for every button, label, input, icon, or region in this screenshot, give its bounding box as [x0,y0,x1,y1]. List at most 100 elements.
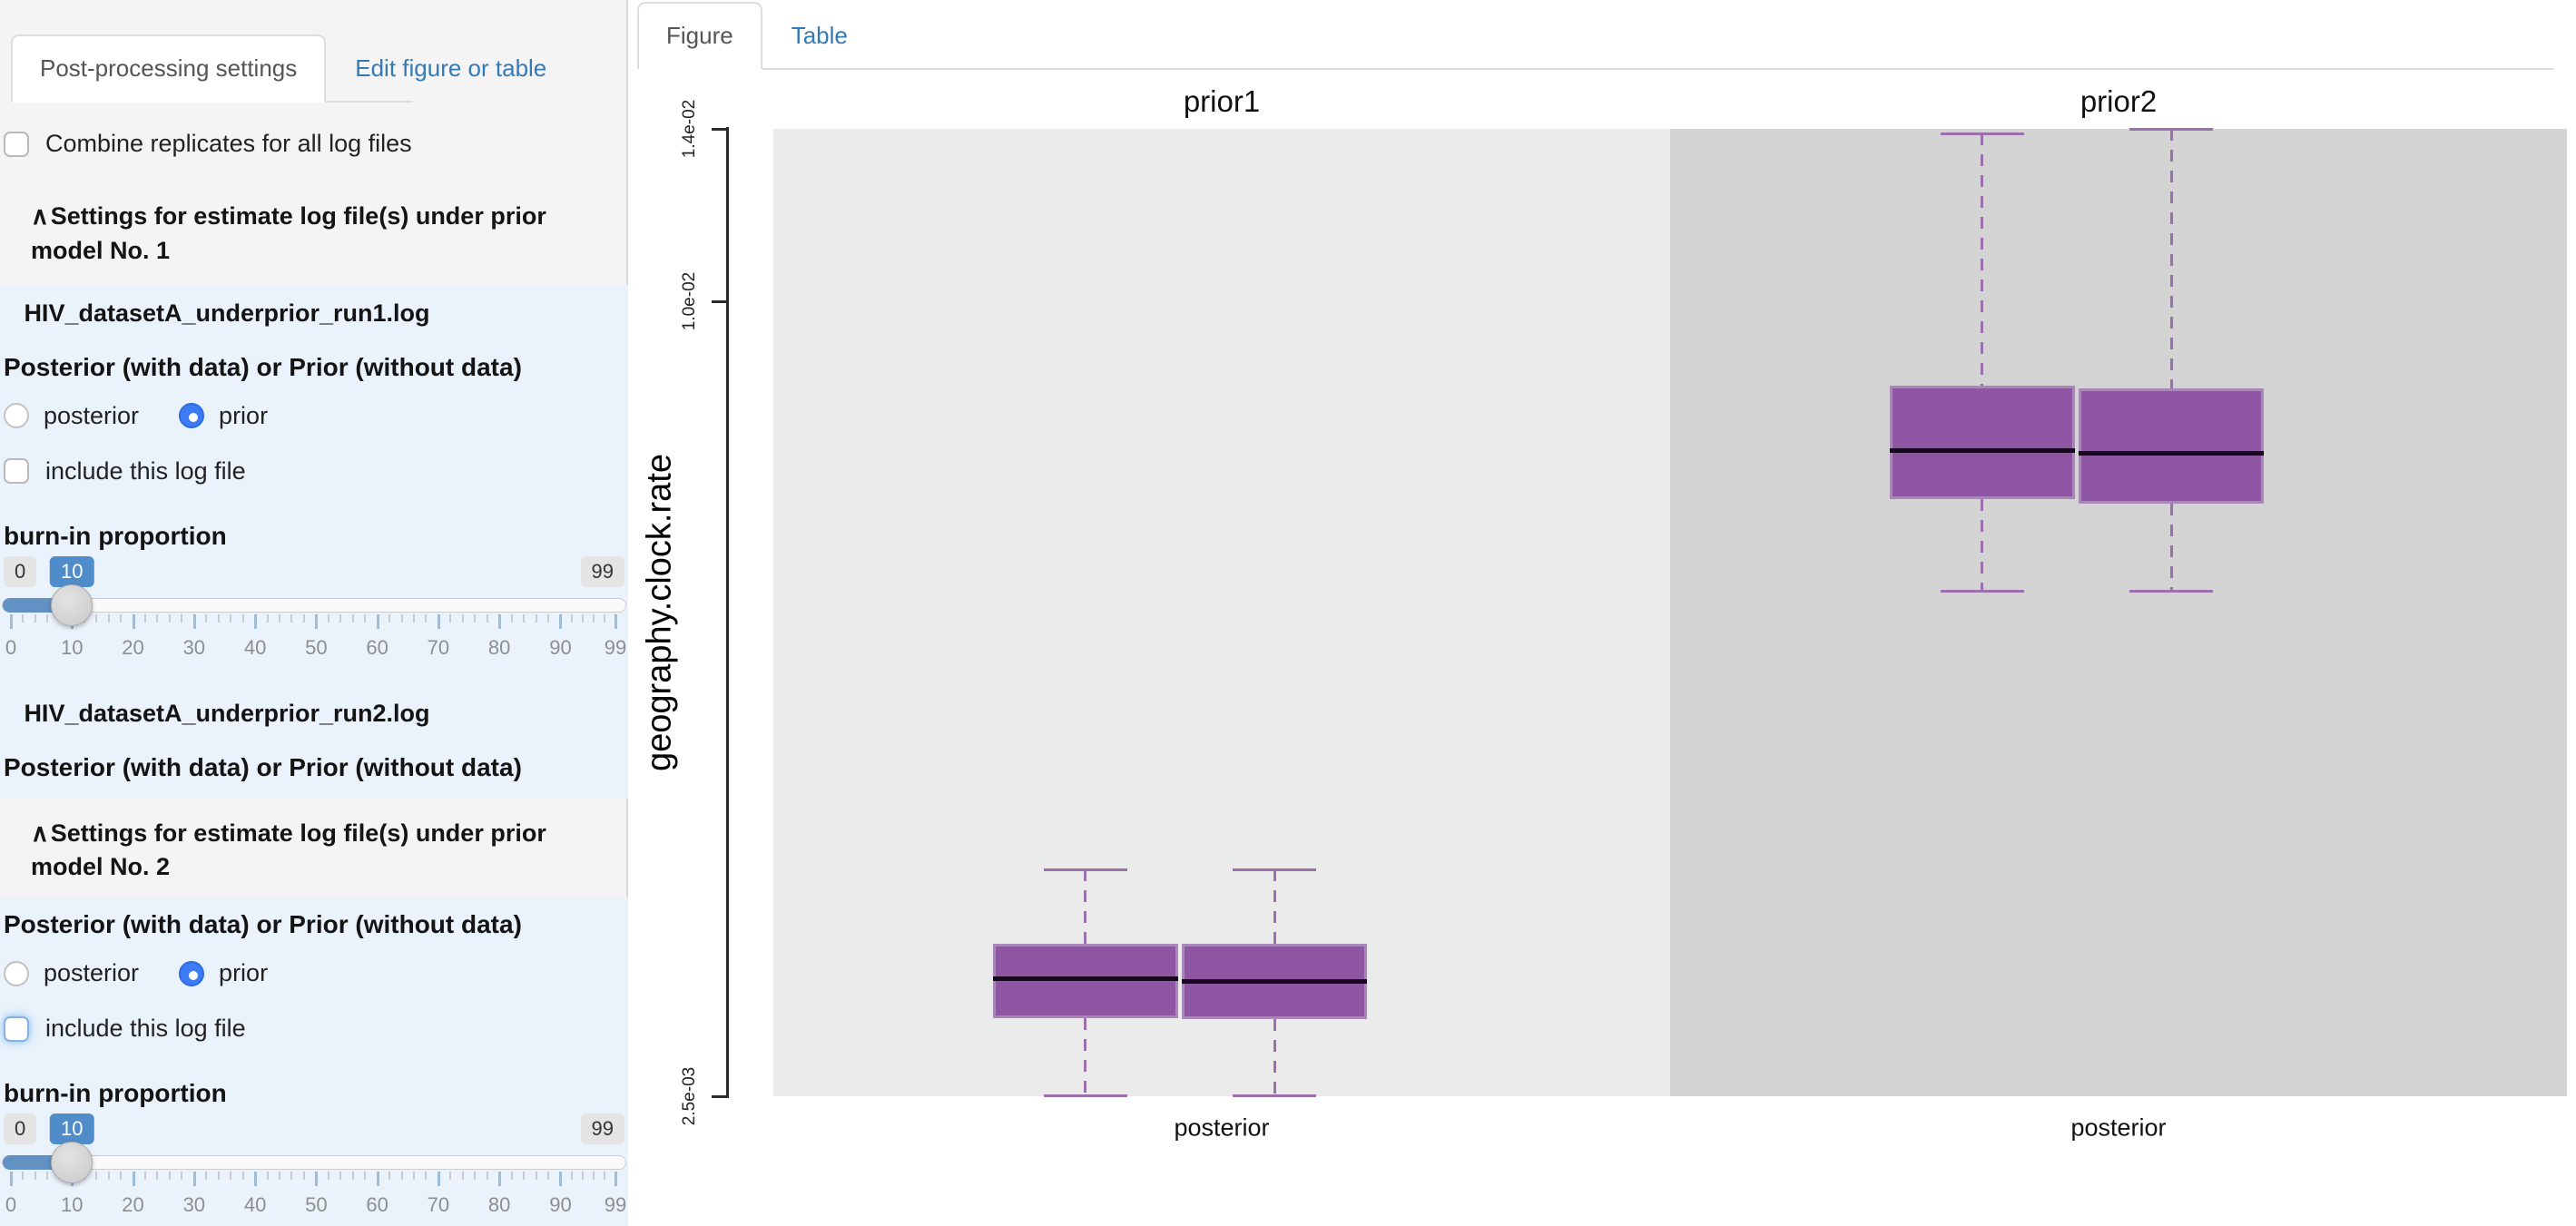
y-axis-tick [712,128,726,131]
section-header-prior-model-1[interactable]: ∧Settings for estimate log file(s) under… [0,200,557,269]
slider-handle[interactable] [51,1142,93,1184]
slider-track[interactable] [2,597,626,613]
slider-minor-tick [449,1172,452,1181]
slider-minor-tick [581,1172,584,1181]
include-log-file-label-2: include this log file [45,1015,246,1043]
slider-major-tick [315,613,319,629]
slider-minor-tick [535,1172,537,1181]
slider-tick-label: 30 [182,1193,206,1217]
slider-minor-tick [400,613,403,623]
tab-post-processing-settings[interactable]: Post-processing settings [11,34,327,103]
slider-major-tick [10,613,13,629]
slider-handle[interactable] [51,584,93,626]
burnin-slider-1: 0 99 10 0 10 20 30 40 50 60 70 80 90 99 [2,555,626,667]
box-rect [993,944,1178,1018]
radio-posterior-1[interactable] [4,403,29,429]
combine-replicates-checkbox[interactable] [4,131,29,157]
slider-minor-tick [95,1172,98,1181]
slider-minor-tick [156,1172,159,1181]
slider-major-tick [315,1172,319,1187]
slider-minor-tick [230,613,232,623]
slider-minor-tick [461,1172,464,1181]
slider-minor-tick [181,613,183,623]
slider-tick-label: 80 [487,1193,511,1217]
slider-value-label: 10 [50,1113,94,1145]
slider-minor-tick [388,613,391,623]
y-axis-tick [712,300,726,303]
slider-minor-tick [364,613,367,623]
slider-major-tick [559,1172,563,1187]
slider-minor-tick [46,1172,49,1181]
whisker-cap-upper [2129,128,2213,131]
slider-minor-tick [156,613,159,623]
posterior-prior-heading-3: Posterior (with data) or Prior (without … [4,910,522,939]
collapse-chevron-up-icon: ∧ [31,202,49,230]
prior-model-1-panel: HIV_datasetA_underprior_run1.log Posteri… [0,284,628,799]
slider-tick-label: 40 [243,635,267,659]
slider-major-tick [498,613,502,629]
slider-tick-label: 90 [549,1193,572,1217]
slider-minor-tick [592,1172,595,1181]
slider-major-tick [437,613,440,629]
slider-value-label: 10 [50,555,94,587]
slider-minor-tick [581,613,584,623]
slider-minor-tick [474,1172,477,1181]
slider-major-tick [498,1172,502,1187]
slider-minor-tick [486,613,488,623]
whisker-lower [1084,1018,1086,1096]
tab-edit-figure-or-table[interactable]: Edit figure or table [355,54,547,82]
radio-prior-1[interactable] [179,403,205,429]
slider-minor-tick [168,613,171,623]
x-axis-label: posterior [2070,1113,2167,1142]
slider-minor-tick [217,613,220,623]
slider-major-tick [132,613,135,629]
slider-major-tick [132,1172,135,1187]
slider-minor-tick [461,613,464,623]
posterior-prior-radio-group-1: posterior prior [4,402,628,430]
slider-track[interactable] [2,1155,626,1171]
slider-minor-tick [413,613,415,623]
slider-minor-tick [302,613,305,623]
slider-tick-label: 20 [122,1193,144,1217]
tab-table[interactable]: Table [791,22,848,49]
slider-max-label: 99 [580,555,624,587]
slider-minor-tick [120,613,123,623]
median-line [993,976,1178,981]
slider-tick-label: 50 [305,1193,328,1217]
slider-minor-tick [217,1172,220,1181]
slider-minor-tick [523,1172,526,1181]
section-1-title: Settings for estimate log file(s) under … [31,202,546,264]
section-header-prior-model-2[interactable]: ∧Settings for estimate log file(s) under… [0,817,557,886]
slider-major-tick [10,1172,13,1187]
slider-min-label: 0 [4,555,37,587]
radio-prior-2[interactable] [179,960,205,986]
whisker-upper [1981,133,1983,387]
slider-minor-tick [181,1172,183,1181]
slider-minor-tick [241,1172,244,1181]
box-rect [1890,386,2075,499]
slider-max-label: 99 [580,1113,624,1145]
radio-posterior-2[interactable] [4,960,29,986]
slider-minor-tick [449,613,452,623]
slider-minor-tick [339,613,342,623]
slider-minor-tick [327,613,329,623]
slider-minor-tick [570,613,573,623]
facet-panel [1670,129,2567,1096]
slider-minor-tick [351,613,354,623]
slider-minor-tick [279,1172,280,1181]
slider-major-tick [192,1172,196,1187]
slider-min-label: 0 [4,1113,37,1145]
slider-minor-tick [34,1172,36,1181]
slider-minor-tick [46,613,49,623]
slider-tick-label: 60 [366,635,388,659]
slider-minor-tick [535,613,537,623]
x-axis-label: posterior [1174,1113,1270,1142]
slider-minor-tick [474,613,477,623]
include-log-file-checkbox-2[interactable] [4,1015,29,1042]
slider-minor-tick [413,1172,415,1181]
tab-figure[interactable]: Figure [637,2,762,70]
whisker-cap-upper [1941,132,2024,135]
slider-major-tick [254,613,258,629]
include-log-file-checkbox-1[interactable] [4,458,29,485]
